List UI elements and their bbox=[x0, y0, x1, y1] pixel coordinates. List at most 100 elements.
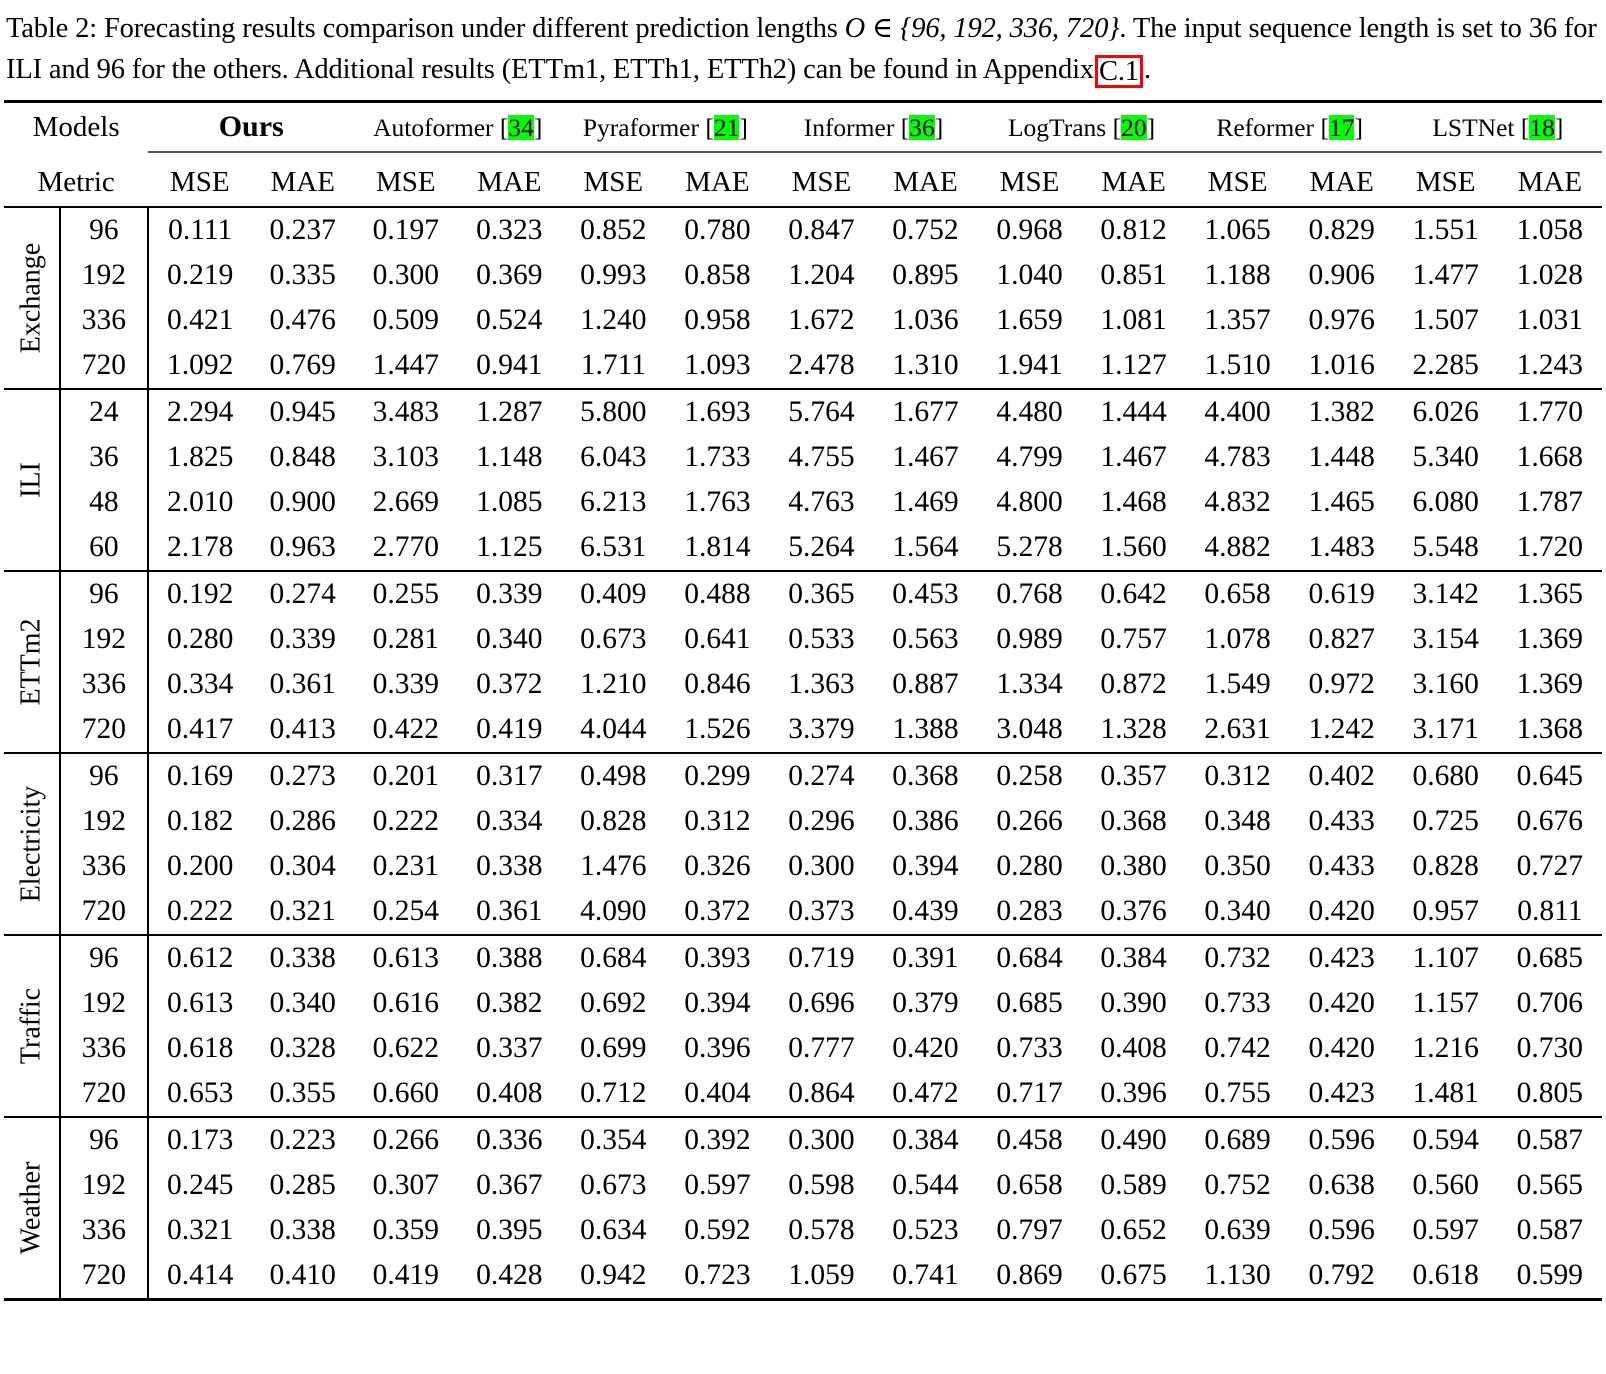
value-cell: 0.354 bbox=[580, 1124, 647, 1156]
value-cell: 1.693 bbox=[684, 396, 751, 428]
prediction-length-cell: 336 bbox=[59, 662, 150, 707]
value-cell: 0.622 bbox=[372, 1032, 439, 1064]
table-row: 336 0.321 0.338 0.359 0.395 0.634 0.592 0.578 0.… bbox=[4, 1208, 1602, 1253]
header-metric-cell: MAE bbox=[893, 165, 958, 198]
header-model-pyraformer: Pyraformer [21] bbox=[582, 112, 748, 142]
citation-reformer[interactable]: 17 bbox=[1328, 112, 1355, 142]
header-metric-label: Metric bbox=[37, 165, 115, 198]
header-metric-cell: MAE bbox=[685, 165, 750, 198]
table-row: ILI 24 2.294 0.945 3.483 1.287 5.800 1.693 5.764… bbox=[4, 390, 1602, 571]
value-cell: 0.524 bbox=[476, 304, 543, 336]
citation-logtrans[interactable]: 20 bbox=[1121, 112, 1147, 142]
prediction-length-cell: 96 bbox=[59, 572, 150, 617]
value-cell: 0.453 bbox=[892, 578, 959, 610]
dataset-label-text: ETTm2 bbox=[15, 618, 47, 706]
value-cell: 0.565 bbox=[1516, 1169, 1584, 1201]
value-cell: 0.752 bbox=[892, 214, 959, 246]
value-cell: 1.028 bbox=[1516, 259, 1584, 291]
value-cell: 1.243 bbox=[1516, 349, 1584, 381]
value-cell: 6.043 bbox=[580, 441, 647, 473]
citation-lstnet[interactable]: 18 bbox=[1529, 112, 1555, 142]
value-cell: 0.797 bbox=[996, 1214, 1063, 1246]
dataset-label-ili: ILI bbox=[4, 390, 61, 571]
value-cell: 0.684 bbox=[996, 942, 1063, 974]
value-cell: 0.404 bbox=[684, 1077, 751, 1109]
value-cell: 0.812 bbox=[1100, 214, 1167, 246]
value-cell: 0.638 bbox=[1308, 1169, 1375, 1201]
value-cell: 0.382 bbox=[476, 987, 543, 1019]
value-cell: 1.668 bbox=[1516, 441, 1584, 473]
table-row: 192 0.280 0.339 0.281 0.340 0.673 0.641 0.533 0.… bbox=[4, 617, 1602, 662]
value-cell: 0.274 bbox=[788, 760, 855, 792]
value-cell: 3.171 bbox=[1412, 713, 1479, 745]
value-cell: 0.408 bbox=[1100, 1032, 1167, 1064]
value-cell: 6.531 bbox=[580, 531, 647, 563]
value-cell: 0.777 bbox=[788, 1032, 855, 1064]
value-cell: 5.548 bbox=[1412, 531, 1479, 563]
value-cell: 1.188 bbox=[1204, 259, 1271, 291]
value-cell: 0.895 bbox=[892, 259, 959, 291]
value-cell: 0.869 bbox=[996, 1259, 1063, 1291]
value-cell: 1.036 bbox=[892, 304, 959, 336]
value-cell: 0.312 bbox=[684, 805, 751, 837]
value-cell: 1.065 bbox=[1204, 214, 1271, 246]
value-cell: 0.380 bbox=[1100, 850, 1167, 882]
value-cell: 0.848 bbox=[269, 441, 336, 473]
value-cell: 0.300 bbox=[788, 1124, 855, 1156]
value-cell: 0.945 bbox=[269, 396, 336, 428]
value-cell: 1.447 bbox=[372, 349, 439, 381]
prediction-length-cell: 96 bbox=[59, 754, 150, 799]
value-cell: 0.676 bbox=[1516, 805, 1584, 837]
value-cell: 1.148 bbox=[476, 441, 543, 473]
value-cell: 0.338 bbox=[269, 1214, 336, 1246]
citation-autoformer[interactable]: 34 bbox=[508, 112, 534, 142]
value-cell: 0.367 bbox=[476, 1169, 543, 1201]
value-cell: 0.490 bbox=[1100, 1124, 1167, 1156]
header-model-autoformer: Autoformer [34] bbox=[373, 112, 543, 142]
value-cell: 0.658 bbox=[1204, 578, 1271, 610]
value-cell: 0.386 bbox=[892, 805, 959, 837]
value-cell: 0.864 bbox=[788, 1077, 855, 1109]
value-cell: 0.476 bbox=[269, 304, 336, 336]
value-cell: 0.523 bbox=[892, 1214, 959, 1246]
appendix-reference-link[interactable]: C.1 bbox=[1094, 55, 1143, 89]
citation-pyraformer[interactable]: 21 bbox=[713, 112, 740, 142]
value-cell: 1.040 bbox=[996, 259, 1063, 291]
value-cell: 1.770 bbox=[1516, 396, 1584, 428]
value-cell: 1.564 bbox=[892, 531, 959, 563]
value-cell: 0.317 bbox=[476, 760, 543, 792]
value-cell: 1.941 bbox=[996, 349, 1063, 381]
dataset-label-text: Electricity bbox=[15, 785, 47, 903]
header-models-label: Models bbox=[32, 111, 120, 143]
value-cell: 1.468 bbox=[1100, 486, 1167, 518]
value-cell: 5.278 bbox=[996, 531, 1063, 563]
results-table: Models Ours Autoformer [34] Pyraformer [… bbox=[4, 100, 1602, 1302]
value-cell: 0.169 bbox=[167, 760, 234, 792]
value-cell: 0.307 bbox=[372, 1169, 439, 1201]
value-cell: 0.339 bbox=[476, 578, 543, 610]
prediction-length-cell: 192 bbox=[59, 1163, 150, 1208]
value-cell: 0.741 bbox=[892, 1259, 959, 1291]
value-cell: 0.300 bbox=[788, 850, 855, 882]
value-cell: 0.340 bbox=[269, 987, 336, 1019]
value-cell: 0.755 bbox=[1204, 1077, 1271, 1109]
bottomrule bbox=[4, 1298, 1602, 1302]
value-cell: 0.696 bbox=[788, 987, 855, 1019]
citation-informer[interactable]: 36 bbox=[909, 112, 935, 142]
prediction-length-cell: 24 bbox=[59, 390, 150, 435]
value-cell: 0.560 bbox=[1412, 1169, 1479, 1201]
value-cell: 0.742 bbox=[1204, 1032, 1271, 1064]
value-cell: 1.240 bbox=[580, 304, 647, 336]
value-cell: 0.372 bbox=[476, 668, 543, 700]
value-cell: 0.509 bbox=[372, 304, 439, 336]
value-cell: 3.142 bbox=[1412, 578, 1479, 610]
value-cell: 0.906 bbox=[1308, 259, 1375, 291]
value-cell: 0.285 bbox=[269, 1169, 336, 1201]
value-cell: 0.173 bbox=[167, 1124, 234, 1156]
header-model-reformer: Reformer [17] bbox=[1216, 112, 1363, 142]
value-cell: 0.321 bbox=[167, 1214, 234, 1246]
value-cell: 1.328 bbox=[1100, 713, 1167, 745]
value-cell: 0.254 bbox=[372, 895, 439, 927]
header-metric-row: Metric MSE MAE MSE MAE MSE MAE MSE MAE M… bbox=[4, 158, 1602, 207]
